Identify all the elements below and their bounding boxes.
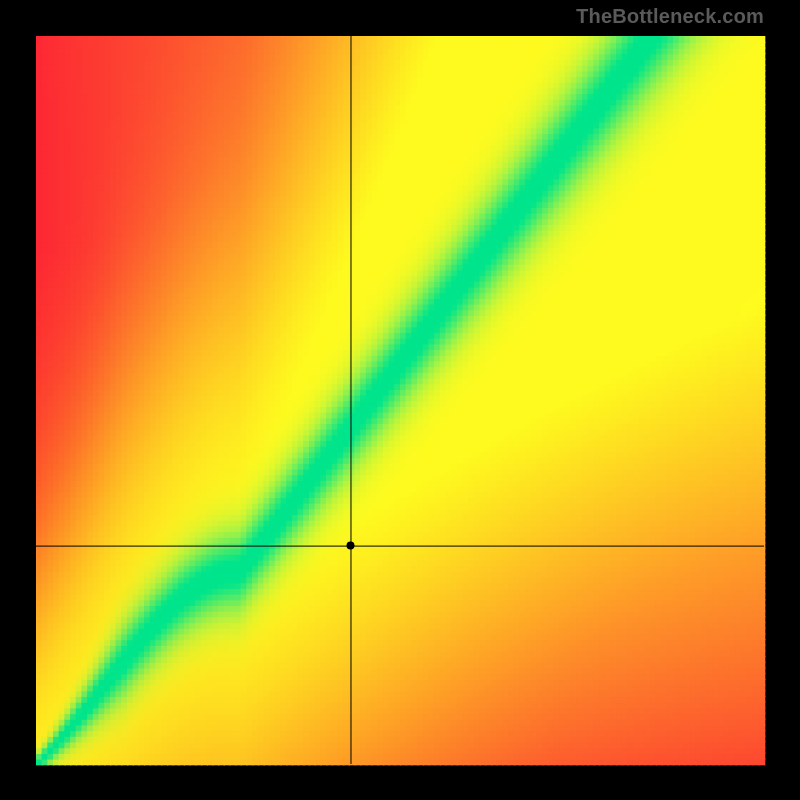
- chart-container: TheBottleneck.com: [0, 0, 800, 800]
- bottleneck-heatmap: [0, 0, 800, 800]
- watermark-text: TheBottleneck.com: [576, 6, 764, 29]
